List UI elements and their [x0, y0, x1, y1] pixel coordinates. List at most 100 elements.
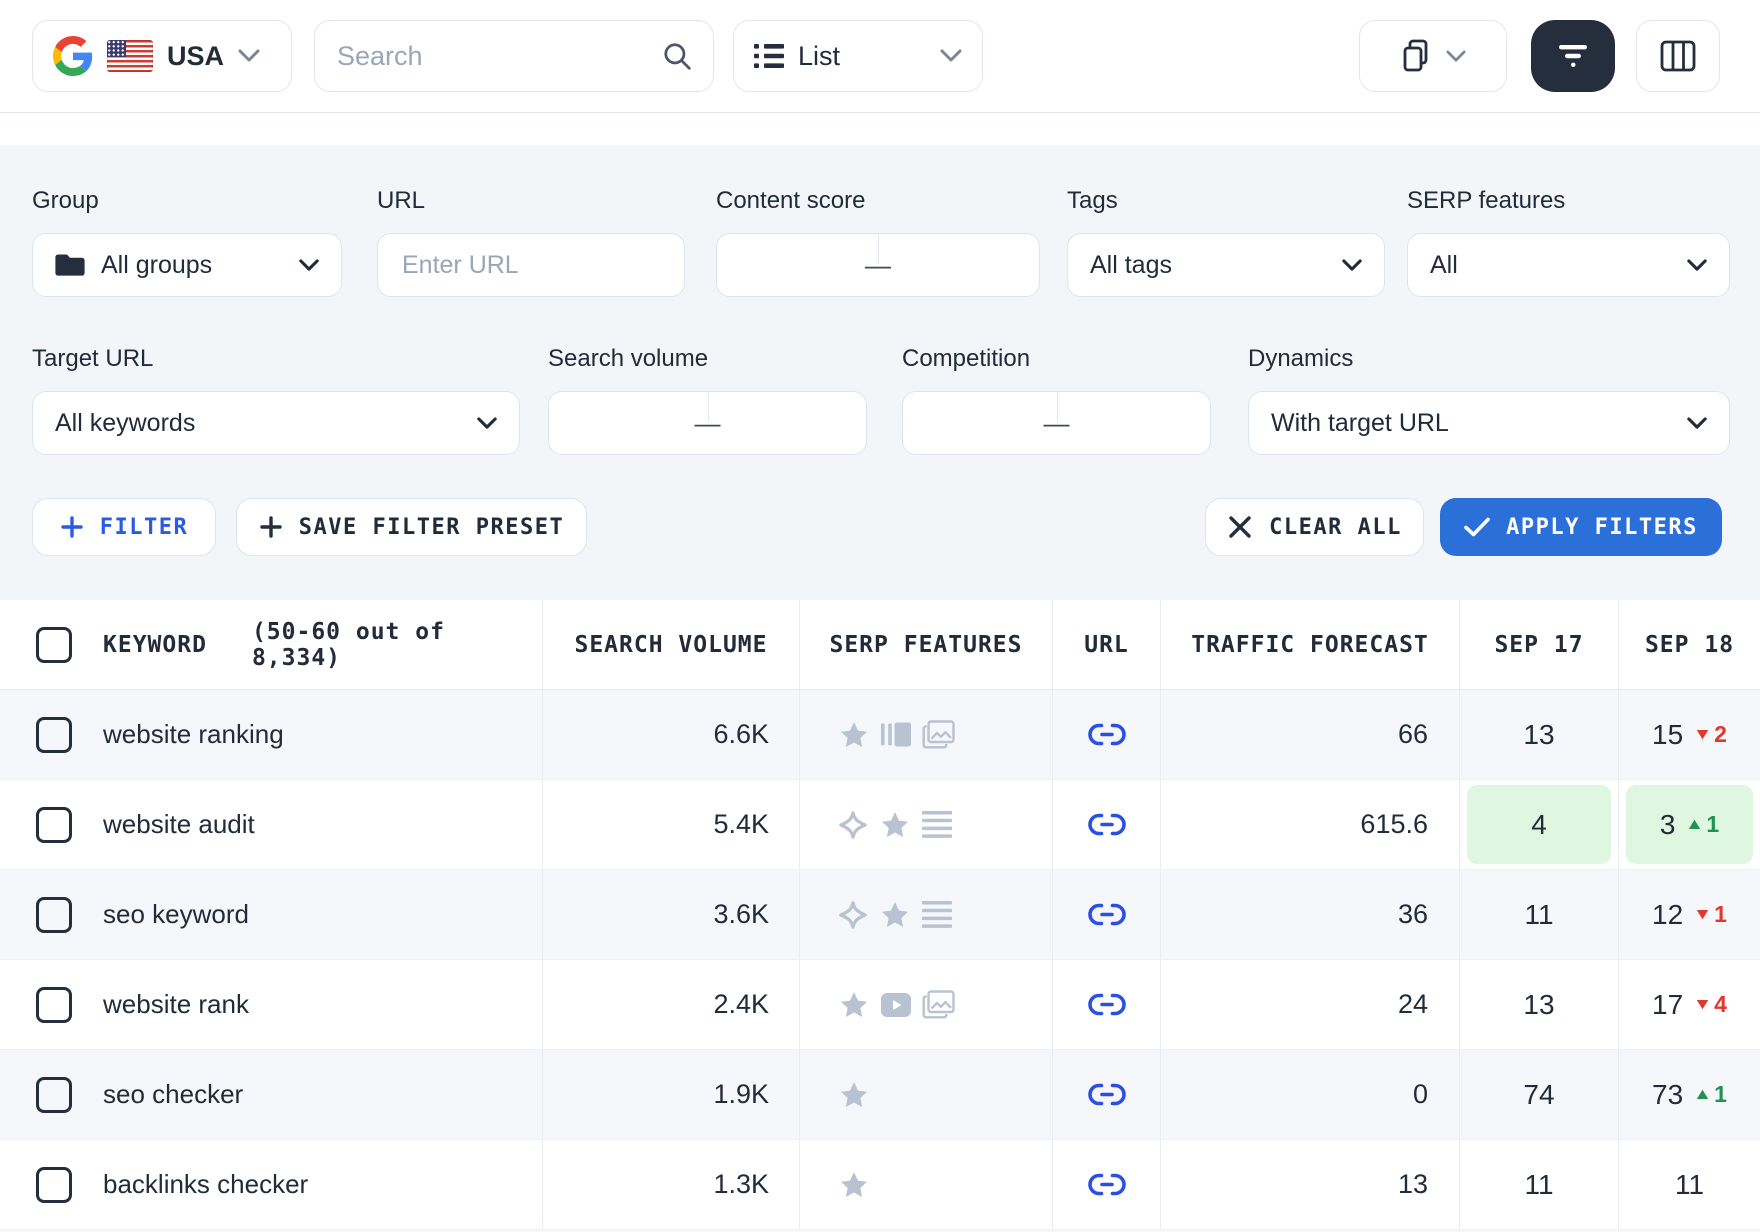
chevron-down-icon	[238, 49, 260, 63]
traffic-forecast-cell: 0	[1161, 1050, 1460, 1139]
position-value: 11	[1524, 1168, 1554, 1200]
position-sep18-cell: 11	[1619, 1140, 1760, 1229]
row-checkbox[interactable]	[36, 896, 72, 933]
row-checkbox[interactable]	[36, 1166, 72, 1203]
row-checkbox[interactable]	[36, 716, 72, 753]
traffic-forecast-cell: 66	[1161, 690, 1460, 779]
list-icon	[754, 43, 784, 69]
keyword-text[interactable]: backlinks checker	[103, 1169, 309, 1199]
position-value: 12	[1652, 898, 1684, 930]
table-row: backlinks checker 1.3K 13 11 11	[0, 1140, 1760, 1230]
serp-features-cell	[800, 1140, 1053, 1229]
url-header[interactable]: URL	[1053, 600, 1161, 689]
url-cell	[1053, 1140, 1161, 1229]
star-icon	[879, 810, 911, 840]
tags-select[interactable]: All tags	[1067, 233, 1385, 297]
position-value: 13	[1523, 988, 1555, 1020]
row-checkbox[interactable]	[36, 806, 72, 843]
keyword-text[interactable]: website audit	[103, 809, 255, 839]
keyword-header-label: KEYWORD	[103, 631, 207, 658]
keyword-header-cell: KEYWORD (50-60 out of 8,334)	[0, 600, 543, 689]
row-checkbox[interactable]	[36, 1076, 72, 1113]
keyword-text[interactable]: seo keyword	[103, 899, 249, 929]
url-cell	[1053, 870, 1161, 959]
filter-label-content-score: Content score	[716, 187, 866, 214]
position-value: 3	[1659, 808, 1676, 840]
keyword-cell: seo keyword	[0, 870, 543, 959]
filter-label-tags: Tags	[1067, 187, 1118, 214]
us-flag-icon	[107, 40, 153, 72]
link-icon[interactable]	[1087, 991, 1126, 1018]
apply-filters-button[interactable]: APPLY FILTERS	[1440, 498, 1722, 556]
position-value: 11	[1524, 898, 1554, 930]
chevron-down-icon	[477, 416, 497, 430]
position-sep17-cell: 13	[1460, 960, 1619, 1049]
date-sep17-header[interactable]: SEP 17	[1460, 600, 1619, 689]
link-icon[interactable]	[1087, 811, 1126, 838]
traffic-forecast-cell: 615.6	[1161, 780, 1460, 869]
link-icon[interactable]	[1087, 1171, 1126, 1198]
copy-button[interactable]	[1359, 20, 1507, 92]
clear-all-button[interactable]: CLEAR ALL	[1205, 498, 1424, 556]
position-value: 13	[1523, 718, 1555, 750]
position-value: 4	[1531, 808, 1547, 840]
serp-features-cell	[800, 780, 1053, 869]
search-volume-range-input[interactable]: —	[548, 391, 867, 455]
serp-features-cell	[800, 960, 1053, 1049]
url-cell	[1053, 780, 1161, 869]
traffic-forecast-header[interactable]: TRAFFIC FORECAST	[1161, 600, 1460, 689]
keyword-text[interactable]: seo checker	[103, 1079, 244, 1109]
view-selector[interactable]: List	[733, 20, 983, 92]
link-icon[interactable]	[1087, 1081, 1126, 1108]
range-dash: —	[694, 407, 721, 438]
filter-lines-icon	[1557, 43, 1589, 69]
save-filter-preset-button[interactable]: SAVE FILTER PRESET	[236, 498, 587, 556]
competition-range-input[interactable]: —	[902, 391, 1211, 455]
position-sep18-cell: 15 2	[1619, 690, 1760, 779]
chevron-down-icon	[940, 49, 962, 63]
search-volume-cell: 6.6K	[543, 690, 800, 779]
keyword-text[interactable]: website ranking	[103, 719, 284, 749]
position-change-down: 4	[1696, 991, 1727, 1018]
sparkle-icon	[838, 810, 868, 840]
position-sep18-cell: 12 1	[1619, 870, 1760, 959]
serp-features-header[interactable]: SERP FEATURES	[800, 600, 1053, 689]
search-engine-country-selector[interactable]: USA	[32, 20, 292, 92]
link-icon[interactable]	[1087, 721, 1126, 748]
folder-icon	[55, 252, 85, 278]
row-checkbox[interactable]	[36, 986, 72, 1023]
table-row: seo keyword 3.6K 36 11 12 1	[0, 870, 1760, 960]
dynamics-select[interactable]: With target URL	[1248, 391, 1730, 455]
target-url-select[interactable]: All keywords	[32, 391, 520, 455]
apply-filters-label: APPLY FILTERS	[1506, 514, 1698, 540]
triangle-down-icon	[1696, 909, 1709, 920]
search-box	[314, 20, 714, 92]
url-input[interactable]	[400, 249, 662, 281]
keyword-text[interactable]: website rank	[103, 989, 249, 1019]
link-icon[interactable]	[1087, 901, 1126, 928]
add-filter-button[interactable]: FILTER	[32, 498, 216, 556]
manage-columns-button[interactable]	[1636, 20, 1720, 92]
filter-label-target-url: Target URL	[32, 345, 154, 372]
select-all-checkbox[interactable]	[36, 626, 72, 663]
search-input[interactable]	[335, 39, 647, 73]
search-volume-header[interactable]: SEARCH VOLUME	[543, 600, 800, 689]
content-score-range-input[interactable]: —	[716, 233, 1040, 297]
serp-features-select[interactable]: All	[1407, 233, 1730, 297]
range-dash: —	[1043, 407, 1070, 438]
search-volume-cell: 5.4K	[543, 780, 800, 869]
date-sep18-header[interactable]: SEP 18	[1644, 631, 1735, 658]
table-row: website ranking 6.6K 66 13 15 2	[0, 690, 1760, 780]
chevron-down-icon	[1342, 258, 1362, 272]
filter-label-search-volume: Search volume	[548, 345, 709, 372]
tags-value: All tags	[1090, 250, 1172, 279]
position-sep17-cell: 11	[1460, 870, 1619, 959]
check-icon	[1464, 517, 1490, 537]
serp-features-value: All	[1430, 250, 1458, 279]
group-select[interactable]: All groups	[32, 233, 342, 297]
range-dash: —	[865, 249, 891, 280]
video-icon	[881, 992, 911, 1017]
filters-toggle-button[interactable]	[1531, 20, 1615, 92]
